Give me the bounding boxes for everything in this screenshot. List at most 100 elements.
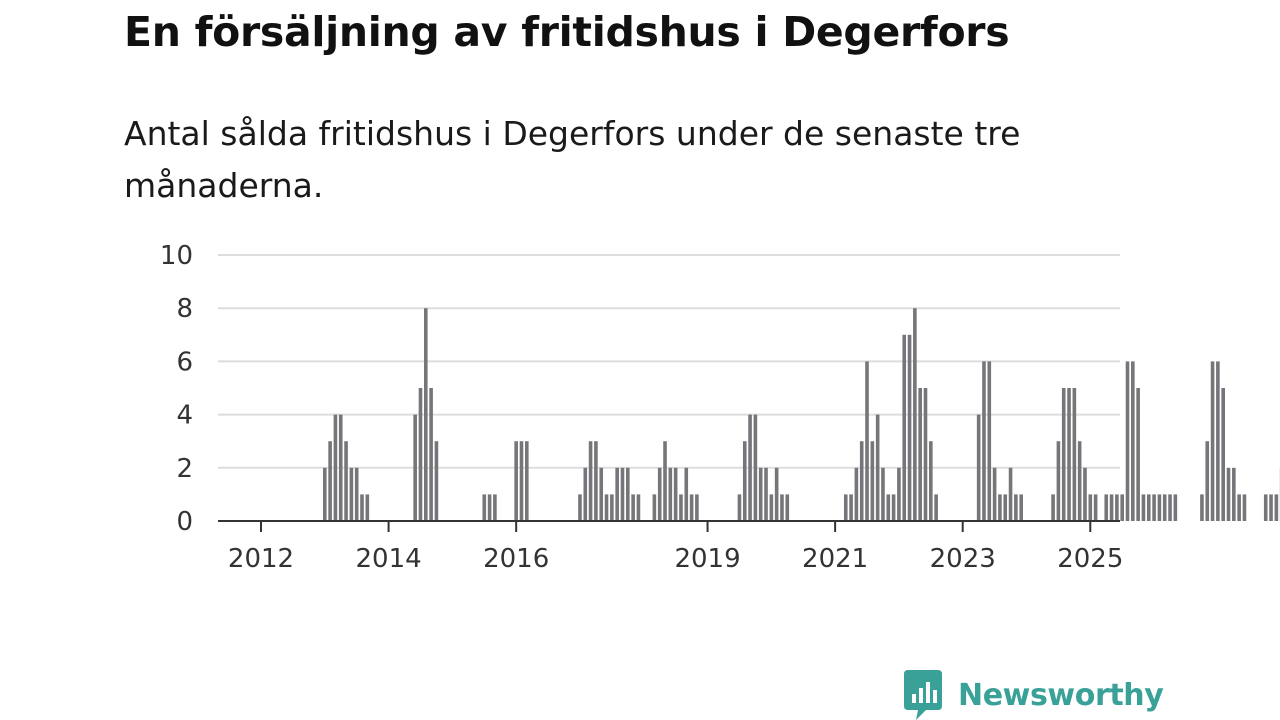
- bar: [1061, 388, 1066, 521]
- bar: [615, 467, 619, 521]
- bar: [1226, 467, 1231, 521]
- bar: [774, 467, 779, 521]
- x-tick-label: 2014: [355, 544, 421, 574]
- bar: [418, 388, 423, 521]
- bar: [434, 441, 439, 521]
- bar: [737, 494, 742, 521]
- bar: [689, 494, 694, 521]
- bar: [998, 494, 1002, 521]
- brand-name: Newsworthy: [958, 677, 1164, 713]
- bar: [1274, 494, 1279, 521]
- bar: [525, 441, 529, 521]
- bar: [344, 441, 348, 521]
- bar: [1162, 494, 1167, 521]
- bar: [976, 414, 981, 521]
- newsworthy-brand: Newsworthy: [902, 670, 1164, 720]
- bar: [578, 494, 582, 521]
- bar: [918, 388, 922, 521]
- bar: [865, 361, 869, 521]
- bar: [695, 494, 699, 521]
- bar: [764, 467, 768, 521]
- bar: [610, 494, 614, 521]
- bar: [594, 441, 598, 521]
- bar: [1173, 494, 1178, 521]
- bar: [780, 494, 784, 521]
- newsworthy-logo-icon: [904, 670, 942, 720]
- bar: [1146, 494, 1151, 521]
- y-tick-label: 4: [176, 401, 193, 431]
- bar: [870, 441, 875, 521]
- bar: [992, 467, 997, 521]
- x-tick-label: 2023: [930, 544, 996, 574]
- bar: [1056, 441, 1061, 521]
- bar: [923, 388, 928, 521]
- x-tick-label: 2021: [802, 544, 868, 574]
- bar: [742, 441, 747, 521]
- bar: [913, 308, 917, 521]
- y-tick-label: 6: [176, 347, 193, 377]
- bar: [588, 441, 593, 521]
- bar: [854, 467, 859, 521]
- bar: [1205, 441, 1210, 521]
- chart-title: En försäljning av fritidshus i Degerfors: [124, 8, 1010, 56]
- bar: [1125, 361, 1130, 521]
- bar: [365, 494, 370, 521]
- bar: [987, 361, 992, 521]
- y-tick-label: 0: [176, 507, 193, 537]
- bar: [1093, 494, 1098, 521]
- bar: [424, 308, 428, 521]
- bar: [769, 494, 774, 521]
- bar: [626, 467, 630, 521]
- bar: [631, 494, 635, 521]
- bar: [679, 494, 683, 521]
- bar: [1077, 441, 1082, 521]
- bar: [652, 494, 657, 521]
- bar: [758, 467, 763, 521]
- bar: [859, 441, 864, 521]
- bar: [881, 467, 885, 521]
- bar: [1109, 494, 1114, 521]
- y-tick-label: 2: [176, 454, 193, 484]
- bar: [1200, 494, 1204, 521]
- bar: [849, 494, 853, 521]
- bar: [1157, 494, 1162, 521]
- bar: [338, 414, 343, 521]
- bar: [1083, 467, 1087, 521]
- bar: [322, 467, 327, 521]
- bar: [1152, 494, 1156, 521]
- x-tick-label: 2025: [1057, 544, 1123, 574]
- bar: [1072, 388, 1077, 521]
- bar: [748, 414, 752, 521]
- x-tick-label: 2016: [483, 544, 549, 574]
- bar: [1136, 388, 1140, 521]
- bar: [785, 494, 790, 521]
- bar: [349, 467, 354, 521]
- bar: [519, 441, 524, 521]
- bar: [1269, 494, 1273, 521]
- bar: [1051, 494, 1055, 521]
- bar: [487, 494, 492, 521]
- bar: [902, 334, 907, 521]
- bar: [328, 441, 332, 521]
- bar: [934, 494, 938, 521]
- bar: [360, 494, 364, 521]
- bar: [891, 494, 896, 521]
- bar: [482, 494, 487, 521]
- bar: [897, 467, 901, 521]
- bar: [1131, 361, 1135, 521]
- bar: [333, 414, 338, 521]
- bar: [668, 467, 673, 521]
- bar: [1088, 494, 1093, 521]
- bar: [657, 467, 662, 521]
- bar: [1210, 361, 1215, 521]
- bar: [1221, 388, 1225, 521]
- bar: [907, 334, 912, 521]
- y-tick-label: 8: [176, 294, 193, 324]
- y-tick-label: 10: [160, 241, 193, 271]
- bar: [1104, 494, 1109, 521]
- bar: [620, 467, 625, 521]
- bar: [1263, 494, 1268, 521]
- bar: [1014, 494, 1018, 521]
- bar: [1141, 494, 1146, 521]
- bar: [636, 494, 641, 521]
